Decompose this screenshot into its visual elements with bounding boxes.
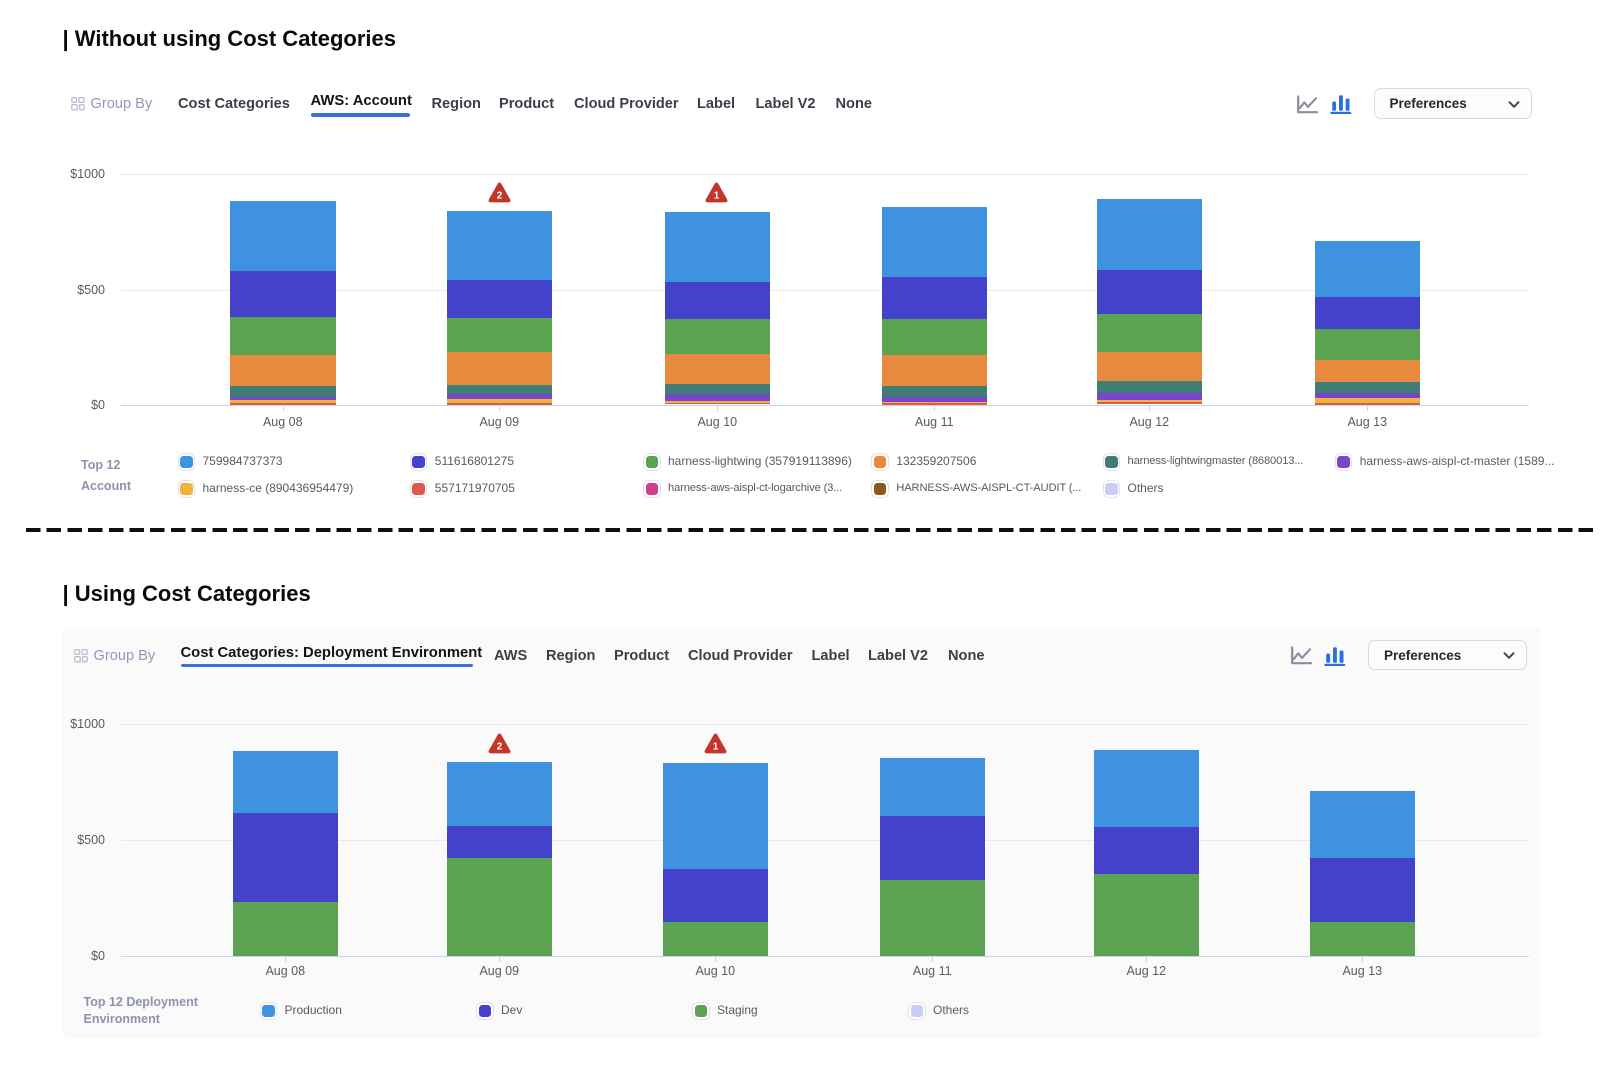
svg-text:2: 2 (496, 190, 502, 201)
svg-text:2: 2 (496, 741, 502, 752)
svg-text:1: 1 (713, 190, 719, 201)
svg-text:1: 1 (712, 741, 718, 752)
